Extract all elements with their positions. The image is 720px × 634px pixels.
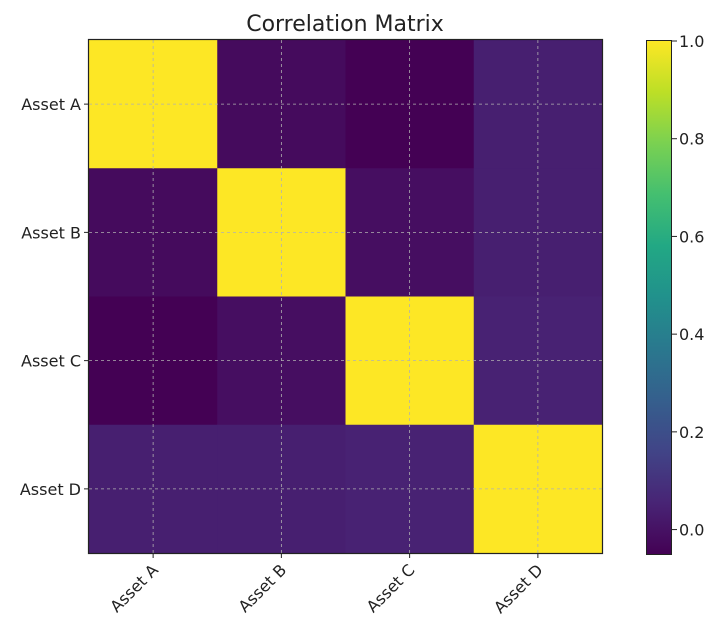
chart-title: Correlation Matrix (246, 12, 444, 37)
x-tick-label-2: Asset C (363, 560, 419, 616)
x-tick-label-0: Asset A (106, 560, 162, 616)
colorbar-tick-label-3: 0.6 (679, 227, 704, 246)
y-axis-ticks: Asset A Asset B Asset C Asset D (20, 95, 89, 499)
y-tick-label-2: Asset C (21, 352, 81, 371)
colorbar-tick-label-5: 1.0 (679, 32, 704, 51)
x-tick-label-3: Asset D (490, 560, 547, 617)
grid-lines (89, 40, 602, 553)
y-tick-label-0: Asset A (21, 95, 81, 114)
heatmap-cells (89, 40, 603, 554)
colorbar-tick-label-1: 0.2 (679, 423, 704, 442)
x-tick-label-1: Asset B (234, 560, 290, 616)
y-tick-label-1: Asset B (21, 223, 81, 242)
colorbar-ticks: 0.0 0.2 0.4 0.6 0.8 1.0 (672, 32, 704, 540)
colorbar (646, 40, 672, 555)
colorbar-tick-label-0: 0.0 (679, 521, 704, 540)
y-tick-label-3: Asset D (20, 480, 81, 499)
cell-0-0 (89, 40, 218, 169)
plot-frame (87, 38, 604, 555)
colorbar-tick-label-4: 0.8 (679, 130, 704, 149)
colorbar-tick-label-2: 0.4 (679, 325, 704, 344)
x-axis-ticks: Asset A Asset B Asset C Asset D (106, 553, 547, 617)
